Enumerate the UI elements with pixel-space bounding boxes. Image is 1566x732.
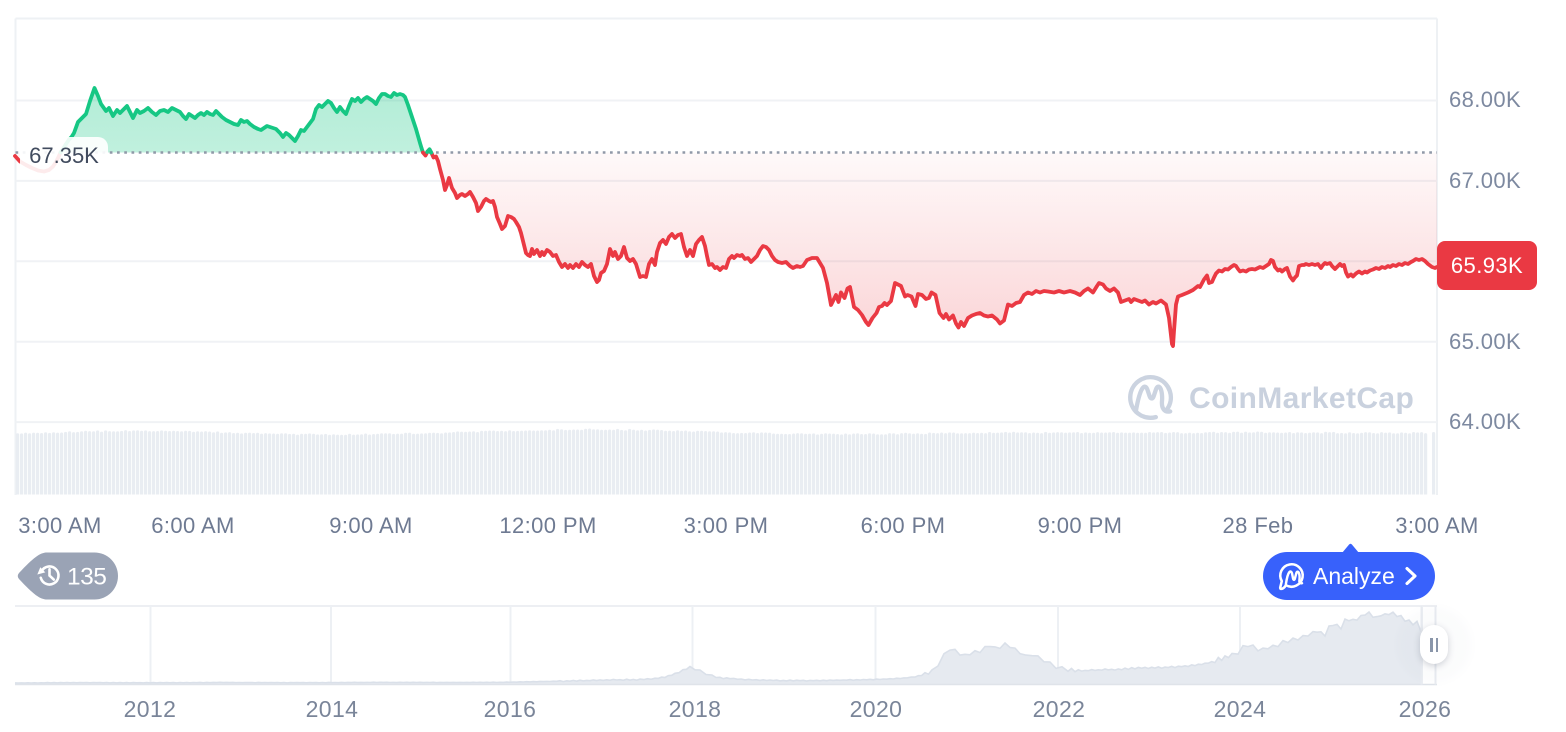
svg-text:135: 135 xyxy=(67,564,106,591)
svg-text:CoinMarketCap: CoinMarketCap xyxy=(1189,382,1414,415)
